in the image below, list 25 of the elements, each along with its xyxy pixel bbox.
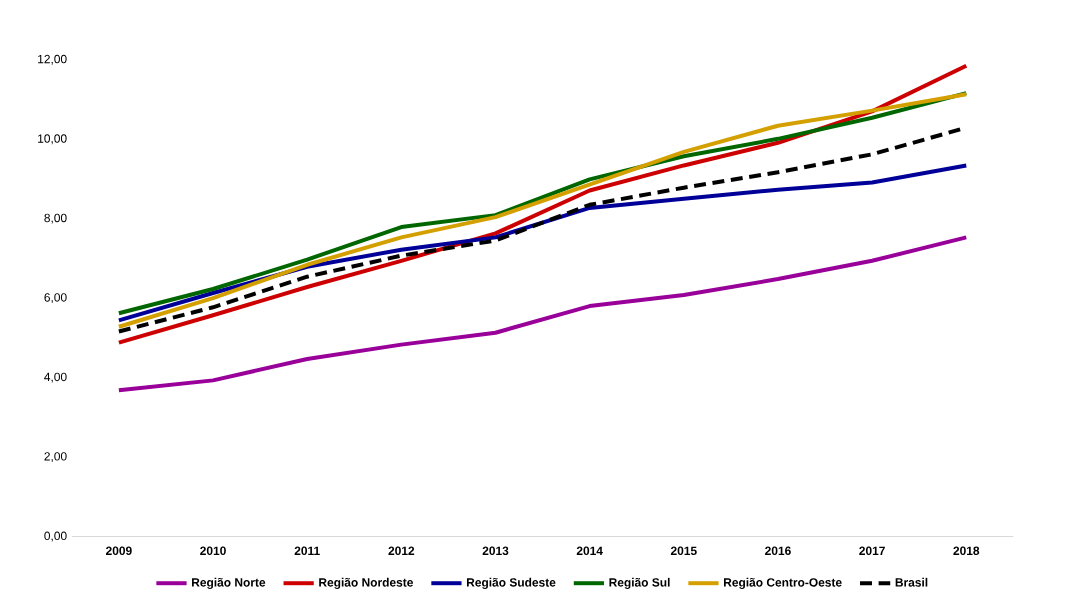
x-tick-label: 2013 [482, 546, 509, 556]
y-tick-label: 8,00 [44, 213, 67, 224]
x-tick-label: 2015 [670, 546, 697, 556]
line-series [116, 235, 969, 393]
x-tick-label: 2012 [388, 546, 415, 556]
y-tick-label: 0,00 [44, 531, 67, 542]
y-tick-label: 12,00 [38, 54, 67, 65]
x-tick-label: 2017 [859, 546, 885, 556]
y-tick-label: 4,00 [44, 372, 67, 383]
x-tick-label: 2009 [106, 546, 132, 556]
legend-label: Região Sul [609, 577, 670, 590]
line-series [116, 163, 969, 323]
x-tick-label: 2016 [765, 546, 791, 556]
legend-label: Região Centro-Oeste [724, 577, 842, 590]
legend-label: Brasil [895, 577, 928, 587]
y-tick-label: 10,00 [38, 134, 67, 145]
x-tick-label: 2018 [953, 546, 980, 556]
x-tick-label: 2010 [200, 546, 226, 556]
y-tick-label: 2,00 [44, 452, 67, 463]
y-tick-label: 6,00 [44, 293, 67, 304]
legend-label: Região Nordeste [319, 577, 413, 590]
x-tick-label: 2011 [294, 546, 320, 556]
x-tick-label: 2014 [576, 546, 603, 556]
legend-label: Região Norte [192, 577, 266, 590]
legend-label: Região Sudeste [466, 577, 556, 590]
